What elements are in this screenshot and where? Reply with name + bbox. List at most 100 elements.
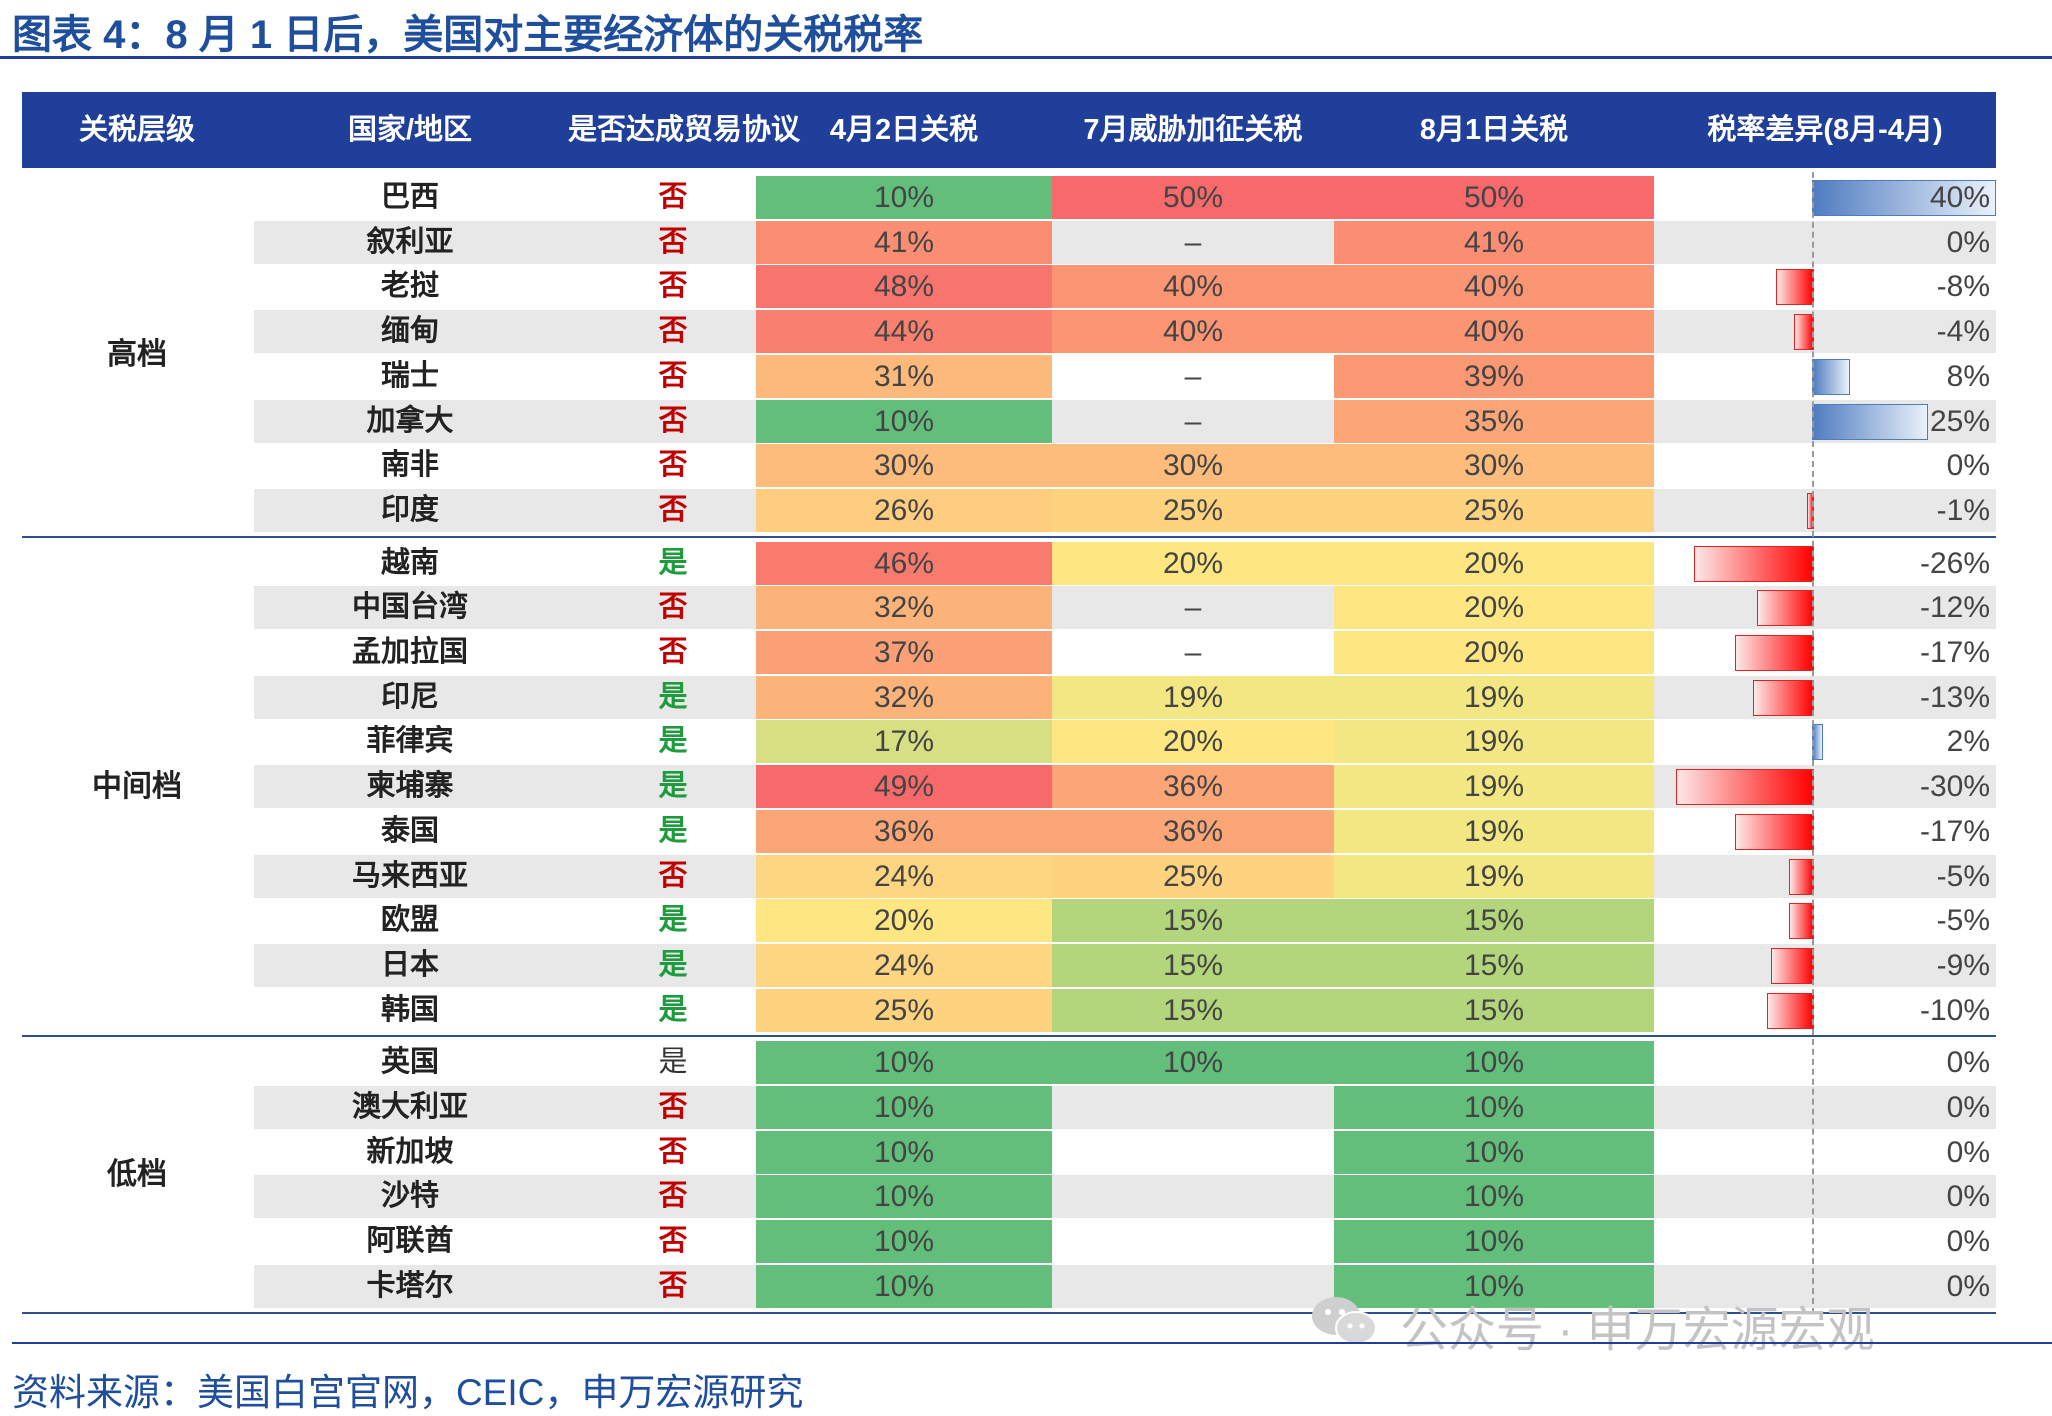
- diff-zero-axis: [1812, 172, 1814, 1314]
- country-name: 欧盟: [380, 904, 439, 937]
- tariff-cell-aug1: 25%: [1334, 488, 1654, 532]
- table-header: 关税层级 国家/地区 是否达成贸易协议 4月2日关税 7月威胁加征关税 8月1日关税 税率差…: [22, 92, 1996, 168]
- group-divider: [22, 1311, 1996, 1314]
- tariff-cell-jul-threat: –: [1052, 220, 1334, 264]
- country-name: 沙特: [380, 1180, 439, 1213]
- diff-value: 25%: [1929, 404, 1990, 438]
- country-name: 韩国: [380, 993, 439, 1026]
- agreement-status: 是: [658, 1046, 688, 1079]
- group-divider: [22, 1035, 1996, 1038]
- tariff-cell-aug1: 41%: [1334, 220, 1654, 264]
- agreement-status: 否: [658, 636, 688, 668]
- column-header-5: 8月1日关税: [1419, 114, 1569, 146]
- tariff-cell-apr2: 24%: [756, 943, 1052, 987]
- watermark-text: 公众号 · 申万宏源宏观: [1400, 1304, 1875, 1357]
- diff-bar: [1771, 947, 1814, 984]
- country-name: 柬埔寨: [366, 770, 454, 803]
- tariff-cell-apr2: 36%: [756, 809, 1052, 853]
- tariff-cell-jul-threat: 36%: [1052, 765, 1334, 809]
- diff-value: -13%: [1919, 680, 1990, 714]
- diff-value: 0%: [1946, 1269, 1990, 1303]
- tariff-cell-jul-threat: 20%: [1052, 541, 1334, 585]
- diff-value: -4%: [1936, 315, 1990, 349]
- tariff-cell-jul-threat: 10%: [1052, 1041, 1334, 1085]
- tariff-cell-jul-threat: 15%: [1052, 943, 1334, 987]
- agreement-status: 否: [658, 181, 688, 213]
- country-name: 加拿大: [366, 404, 454, 437]
- tariff-cell-apr2: 10%: [756, 1264, 1052, 1308]
- tariff-cell-aug1: 10%: [1334, 1130, 1654, 1174]
- tariff-cell-jul-threat: 36%: [1052, 809, 1334, 853]
- tariff-cell-jul-threat: 30%: [1052, 444, 1334, 488]
- agreement-status: 否: [658, 449, 688, 482]
- tariff-cell-apr2: 32%: [756, 586, 1052, 630]
- diff-value: 0%: [1946, 1091, 1990, 1124]
- wechat-icon: [1312, 1297, 1377, 1345]
- tariff-cell-apr2: 48%: [756, 265, 1052, 309]
- diff-bar: [1789, 858, 1814, 895]
- source-note: 资料来源：美国白宫官网，CEIC，申万宏源研究: [12, 1372, 804, 1413]
- country-name: 阿联酋: [366, 1225, 454, 1258]
- tariff-cell-apr2: 30%: [756, 444, 1052, 488]
- diff-bar: [1693, 545, 1814, 582]
- tariff-cell-aug1: 19%: [1334, 720, 1654, 764]
- diff-bar: [1775, 269, 1814, 306]
- agreement-status: 否: [658, 1269, 688, 1302]
- tariff-cell-jul-threat: 50%: [1052, 176, 1334, 219]
- country-name: 南非: [380, 449, 439, 482]
- agreement-status: 是: [658, 993, 688, 1026]
- agreement-status: 否: [658, 225, 688, 258]
- tariff-cell-apr2: 31%: [756, 354, 1052, 398]
- tariff-cell-apr2: 10%: [756, 1220, 1052, 1264]
- tariff-cell-aug1: 19%: [1334, 854, 1654, 898]
- diff-bar: [1734, 813, 1814, 850]
- agreement-status: 否: [658, 859, 688, 892]
- tier-label: 高档: [107, 337, 167, 371]
- tariff-cell-jul-threat: [1052, 1220, 1334, 1264]
- agreement-status: 否: [658, 359, 688, 392]
- country-name: 缅甸: [380, 315, 439, 348]
- tariff-cell-jul-threat: [1052, 1264, 1334, 1308]
- diff-value: -8%: [1936, 270, 1990, 304]
- country-name: 日本: [380, 948, 439, 981]
- tariff-cell-aug1: 10%: [1334, 1086, 1654, 1129]
- tariff-cell-apr2: 41%: [756, 220, 1052, 264]
- diff-value: -1%: [1936, 493, 1990, 527]
- diff-value: 0%: [1946, 225, 1990, 259]
- tariff-cell-jul-threat: 25%: [1052, 488, 1334, 532]
- country-name: 瑞士: [380, 359, 439, 392]
- country-name: 泰国: [380, 814, 439, 847]
- agreement-status: 否: [658, 404, 688, 437]
- tariff-cell-apr2: 10%: [756, 1086, 1052, 1129]
- diff-value: 8%: [1946, 359, 1990, 393]
- diff-value: 0%: [1946, 1046, 1990, 1080]
- country-name: 孟加拉国: [351, 636, 468, 668]
- agreement-status: 否: [658, 1180, 688, 1213]
- country-name: 巴西: [380, 181, 439, 213]
- diff-value: -10%: [1919, 993, 1990, 1027]
- tariff-cell-jul-threat: 40%: [1052, 265, 1334, 309]
- tariff-cell-apr2: 10%: [756, 1041, 1052, 1085]
- agreement-status: 否: [658, 315, 688, 348]
- tariff-cell-aug1: 35%: [1334, 399, 1654, 443]
- diff-bar: [1793, 314, 1814, 351]
- tariff-cell-aug1: 10%: [1334, 1264, 1654, 1308]
- agreement-status: 是: [658, 948, 688, 981]
- tariff-cell-jul-threat: [1052, 1175, 1334, 1219]
- column-header-1: 国家/地区: [347, 114, 473, 146]
- tariff-cell-aug1: 20%: [1334, 541, 1654, 585]
- tariff-cell-aug1: 10%: [1334, 1220, 1654, 1264]
- tariff-cell-jul-threat: 20%: [1052, 720, 1334, 764]
- agreement-status: 是: [658, 770, 688, 803]
- column-header-4: 7月威胁加征关税: [1083, 114, 1303, 146]
- diff-bar: [1766, 992, 1814, 1029]
- tariff-cell-apr2: 49%: [756, 765, 1052, 809]
- diff-bar: [1734, 635, 1814, 671]
- diff-value: -5%: [1936, 859, 1990, 893]
- tier-label: 中间档: [92, 770, 182, 804]
- diff-bar: [1757, 590, 1814, 627]
- diff-bar: [1675, 769, 1814, 806]
- agreement-status: 是: [658, 814, 688, 847]
- agreement-status: 否: [658, 493, 688, 526]
- column-header-3: 4月2日关税: [829, 114, 979, 146]
